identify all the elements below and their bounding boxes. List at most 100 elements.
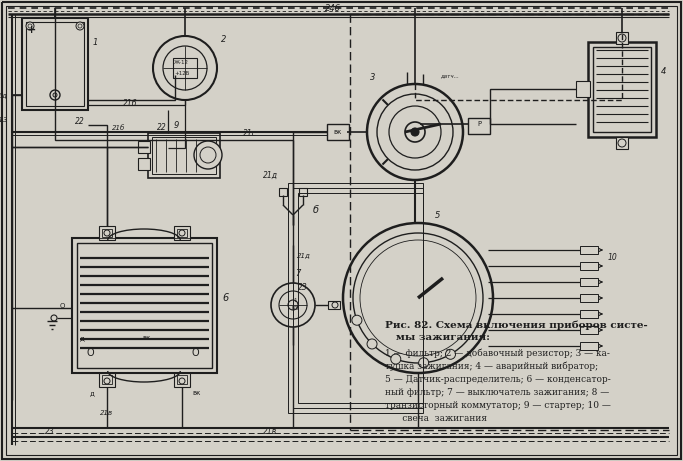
Text: вк: вк xyxy=(334,129,342,135)
Text: 23: 23 xyxy=(298,284,308,292)
Text: О: О xyxy=(191,348,199,358)
Bar xyxy=(22,18,88,110)
Text: 2: 2 xyxy=(221,35,226,45)
Text: мы зажигания:: мы зажигания: xyxy=(385,333,490,342)
Text: О: О xyxy=(86,348,94,358)
Bar xyxy=(580,278,598,286)
Bar xyxy=(148,133,220,178)
Bar xyxy=(580,294,598,302)
Circle shape xyxy=(413,293,423,303)
Bar xyxy=(468,118,490,134)
Circle shape xyxy=(343,223,493,373)
Bar xyxy=(580,326,598,334)
Bar xyxy=(138,141,150,153)
Text: вк: вк xyxy=(143,335,151,341)
Bar xyxy=(174,226,190,240)
Bar xyxy=(593,47,651,132)
Text: 10: 10 xyxy=(607,254,617,262)
Text: 1: 1 xyxy=(293,297,296,302)
Bar xyxy=(26,22,84,106)
Bar xyxy=(580,262,598,270)
Text: 21с: 21с xyxy=(243,129,257,137)
Text: Р: Р xyxy=(477,121,481,127)
Text: 21в: 21в xyxy=(263,426,277,436)
Text: 22: 22 xyxy=(75,118,85,126)
Circle shape xyxy=(391,354,401,364)
Bar xyxy=(288,183,423,413)
Text: 21б: 21б xyxy=(112,125,126,131)
Text: 21д: 21д xyxy=(262,171,277,179)
Bar xyxy=(152,137,216,174)
Circle shape xyxy=(53,93,57,97)
Text: 21в: 21в xyxy=(100,410,113,416)
Bar xyxy=(298,193,423,403)
Bar xyxy=(576,81,590,97)
Circle shape xyxy=(76,22,84,30)
Bar xyxy=(580,262,598,270)
Circle shape xyxy=(200,147,216,163)
Circle shape xyxy=(405,122,425,142)
Circle shape xyxy=(279,291,307,319)
Text: Рис. 82. Схема включения приборов систе-: Рис. 82. Схема включения приборов систе- xyxy=(385,320,647,330)
Bar xyxy=(580,310,598,318)
Bar xyxy=(174,373,190,387)
Circle shape xyxy=(271,283,315,327)
Text: д: д xyxy=(80,335,85,341)
Circle shape xyxy=(360,240,476,356)
Circle shape xyxy=(179,230,185,236)
Text: О: О xyxy=(59,303,65,309)
Bar xyxy=(327,124,349,140)
Bar xyxy=(177,229,187,237)
Circle shape xyxy=(367,339,377,349)
Circle shape xyxy=(51,315,57,321)
Text: 9: 9 xyxy=(173,122,179,130)
Circle shape xyxy=(78,24,82,28)
Bar xyxy=(580,310,598,318)
Bar xyxy=(616,32,628,44)
Bar xyxy=(580,246,598,254)
Bar xyxy=(99,373,115,387)
Circle shape xyxy=(179,378,185,384)
Circle shape xyxy=(104,230,110,236)
Circle shape xyxy=(352,315,362,325)
Bar xyxy=(293,188,423,408)
Bar xyxy=(580,294,598,302)
Text: 1: 1 xyxy=(93,39,98,47)
Text: 5: 5 xyxy=(435,211,441,219)
Circle shape xyxy=(28,24,32,28)
Text: 6: 6 xyxy=(222,293,228,303)
Text: КЗ: КЗ xyxy=(292,307,298,312)
Bar xyxy=(102,375,112,384)
Bar xyxy=(580,342,598,350)
Bar xyxy=(580,342,598,350)
Circle shape xyxy=(368,248,468,348)
Bar xyxy=(99,226,115,240)
Bar xyxy=(72,238,217,373)
Text: +: + xyxy=(27,25,37,35)
Circle shape xyxy=(618,139,626,147)
Circle shape xyxy=(288,300,298,310)
Circle shape xyxy=(411,128,419,136)
Text: б: б xyxy=(313,205,319,215)
Bar xyxy=(328,301,340,309)
Text: 24б: 24б xyxy=(325,5,341,13)
Circle shape xyxy=(153,36,217,100)
Text: вк: вк xyxy=(193,390,201,396)
Circle shape xyxy=(194,141,222,169)
Text: 213: 213 xyxy=(0,117,8,123)
Text: 4: 4 xyxy=(661,67,667,77)
Bar xyxy=(580,278,598,286)
Circle shape xyxy=(445,349,456,359)
Text: 7: 7 xyxy=(295,268,301,278)
Bar xyxy=(173,58,197,78)
Text: 23: 23 xyxy=(45,426,55,436)
Circle shape xyxy=(353,233,483,363)
Bar xyxy=(138,158,150,170)
Bar xyxy=(616,137,628,149)
Text: д: д xyxy=(89,390,94,396)
Circle shape xyxy=(26,22,34,30)
Circle shape xyxy=(377,94,453,170)
Text: 21д: 21д xyxy=(297,252,311,258)
Bar xyxy=(77,243,212,368)
Bar xyxy=(102,229,112,237)
